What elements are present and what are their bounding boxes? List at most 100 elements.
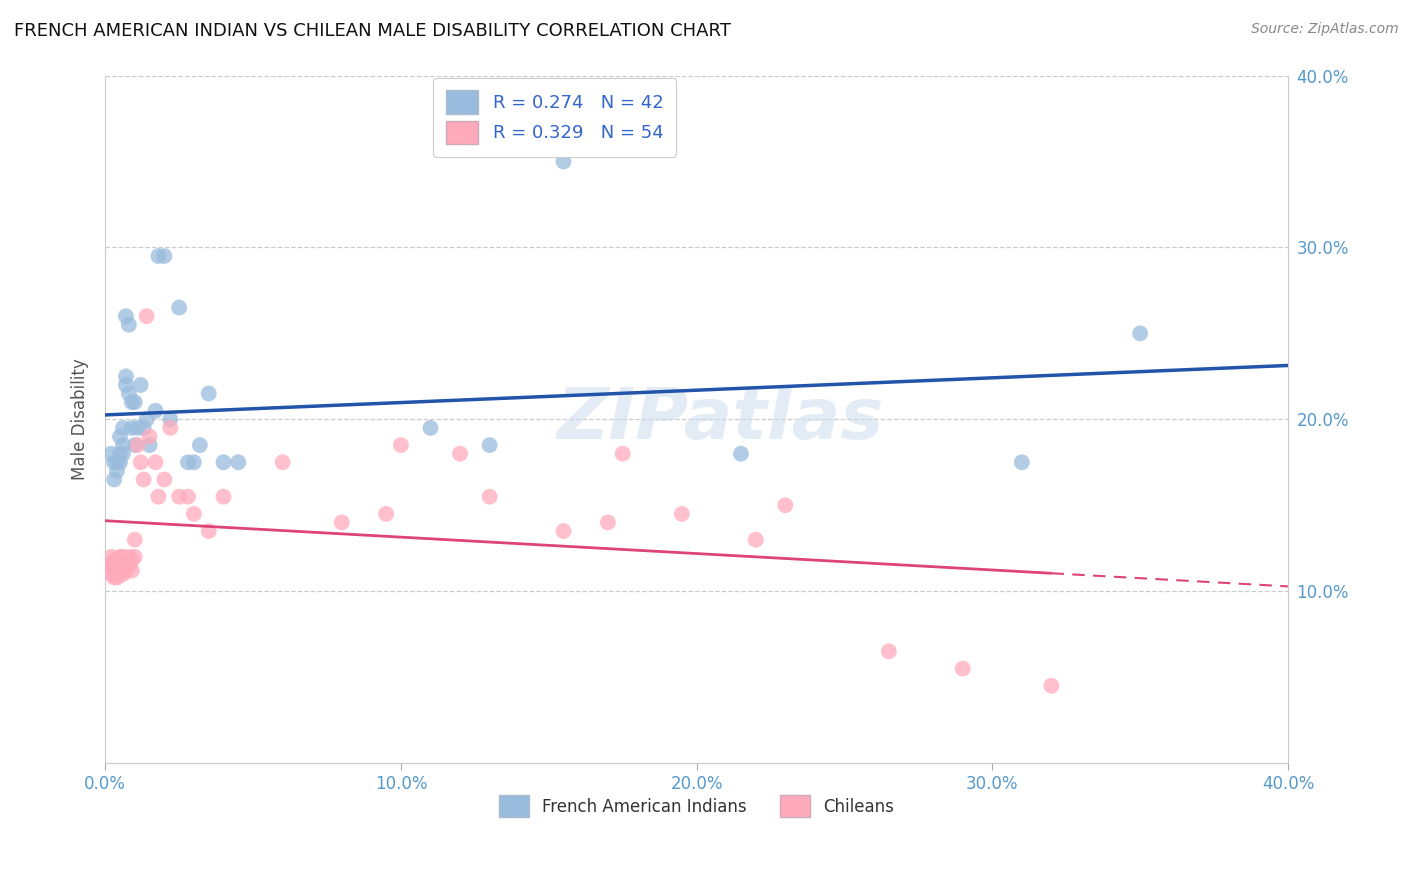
Text: ZIPatlas: ZIPatlas (557, 384, 884, 454)
Point (188, 438, 211, 452)
Point (103, 570, 125, 584)
Point (100, 549, 122, 564)
Point (148, 490, 170, 504)
Point (330, 516, 353, 530)
Point (167, 301, 190, 315)
Point (127, 421, 149, 435)
Point (108, 429, 131, 443)
Point (100, 567, 122, 582)
Point (103, 558, 125, 573)
Point (1129, 326, 1152, 341)
Point (226, 455, 249, 469)
Point (197, 524, 219, 538)
Point (111, 567, 134, 582)
Point (108, 455, 131, 469)
Point (159, 412, 181, 426)
Point (100, 447, 122, 461)
Point (129, 455, 152, 469)
Point (145, 455, 167, 469)
Text: FRENCH AMERICAN INDIAN VS CHILEAN MALE DISABILITY CORRELATION CHART: FRENCH AMERICAN INDIAN VS CHILEAN MALE D… (14, 22, 731, 40)
Point (135, 309, 157, 323)
Point (129, 378, 152, 392)
Point (138, 429, 160, 443)
Point (103, 473, 125, 487)
Point (103, 553, 125, 567)
Point (118, 386, 141, 401)
Point (159, 421, 181, 435)
Point (553, 154, 575, 169)
Point (100, 558, 122, 573)
Point (121, 395, 143, 409)
Point (877, 644, 900, 658)
Point (449, 447, 471, 461)
Point (108, 564, 131, 578)
Point (671, 507, 693, 521)
Text: Source: ZipAtlas.com: Source: ZipAtlas.com (1251, 22, 1399, 37)
Point (183, 507, 205, 521)
Point (105, 553, 128, 567)
Point (111, 421, 134, 435)
Point (952, 662, 974, 676)
Point (375, 507, 398, 521)
Point (153, 473, 176, 487)
Point (115, 378, 138, 392)
Point (419, 421, 441, 435)
Point (121, 564, 143, 578)
Point (108, 558, 131, 573)
Point (135, 412, 157, 426)
Point (111, 560, 134, 574)
Point (271, 455, 294, 469)
Point (108, 549, 131, 564)
Point (183, 455, 205, 469)
Point (121, 553, 143, 567)
Point (103, 564, 125, 578)
Point (124, 533, 146, 547)
Point (115, 564, 138, 578)
Point (127, 438, 149, 452)
Point (177, 455, 200, 469)
Point (124, 395, 146, 409)
Y-axis label: Male Disability: Male Disability (72, 359, 89, 480)
Point (132, 421, 155, 435)
Point (1040, 679, 1063, 693)
Point (115, 309, 138, 323)
Point (153, 249, 176, 263)
Point (745, 533, 768, 547)
Point (132, 473, 155, 487)
Point (103, 455, 125, 469)
Point (115, 553, 138, 567)
Point (177, 490, 200, 504)
Point (111, 549, 134, 564)
Point (167, 490, 190, 504)
Point (775, 498, 797, 512)
Point (118, 549, 141, 564)
Point (212, 490, 235, 504)
Point (105, 558, 128, 573)
Point (97, 558, 120, 573)
Point (212, 455, 235, 469)
Point (118, 318, 141, 332)
Point (478, 490, 501, 504)
Point (730, 447, 752, 461)
Point (124, 549, 146, 564)
Point (111, 438, 134, 452)
Point (197, 386, 219, 401)
Point (1011, 455, 1033, 469)
Point (115, 369, 138, 384)
Point (124, 438, 146, 452)
Point (105, 570, 128, 584)
Point (108, 447, 131, 461)
Point (121, 421, 143, 435)
Legend: French American Indians, Chileans: French American Indians, Chileans (492, 789, 901, 823)
Point (553, 524, 575, 538)
Point (111, 447, 134, 461)
Point (478, 438, 501, 452)
Point (105, 455, 128, 469)
Point (138, 438, 160, 452)
Point (118, 558, 141, 573)
Point (596, 516, 619, 530)
Point (145, 403, 167, 417)
Point (105, 464, 128, 478)
Point (612, 447, 634, 461)
Point (148, 249, 170, 263)
